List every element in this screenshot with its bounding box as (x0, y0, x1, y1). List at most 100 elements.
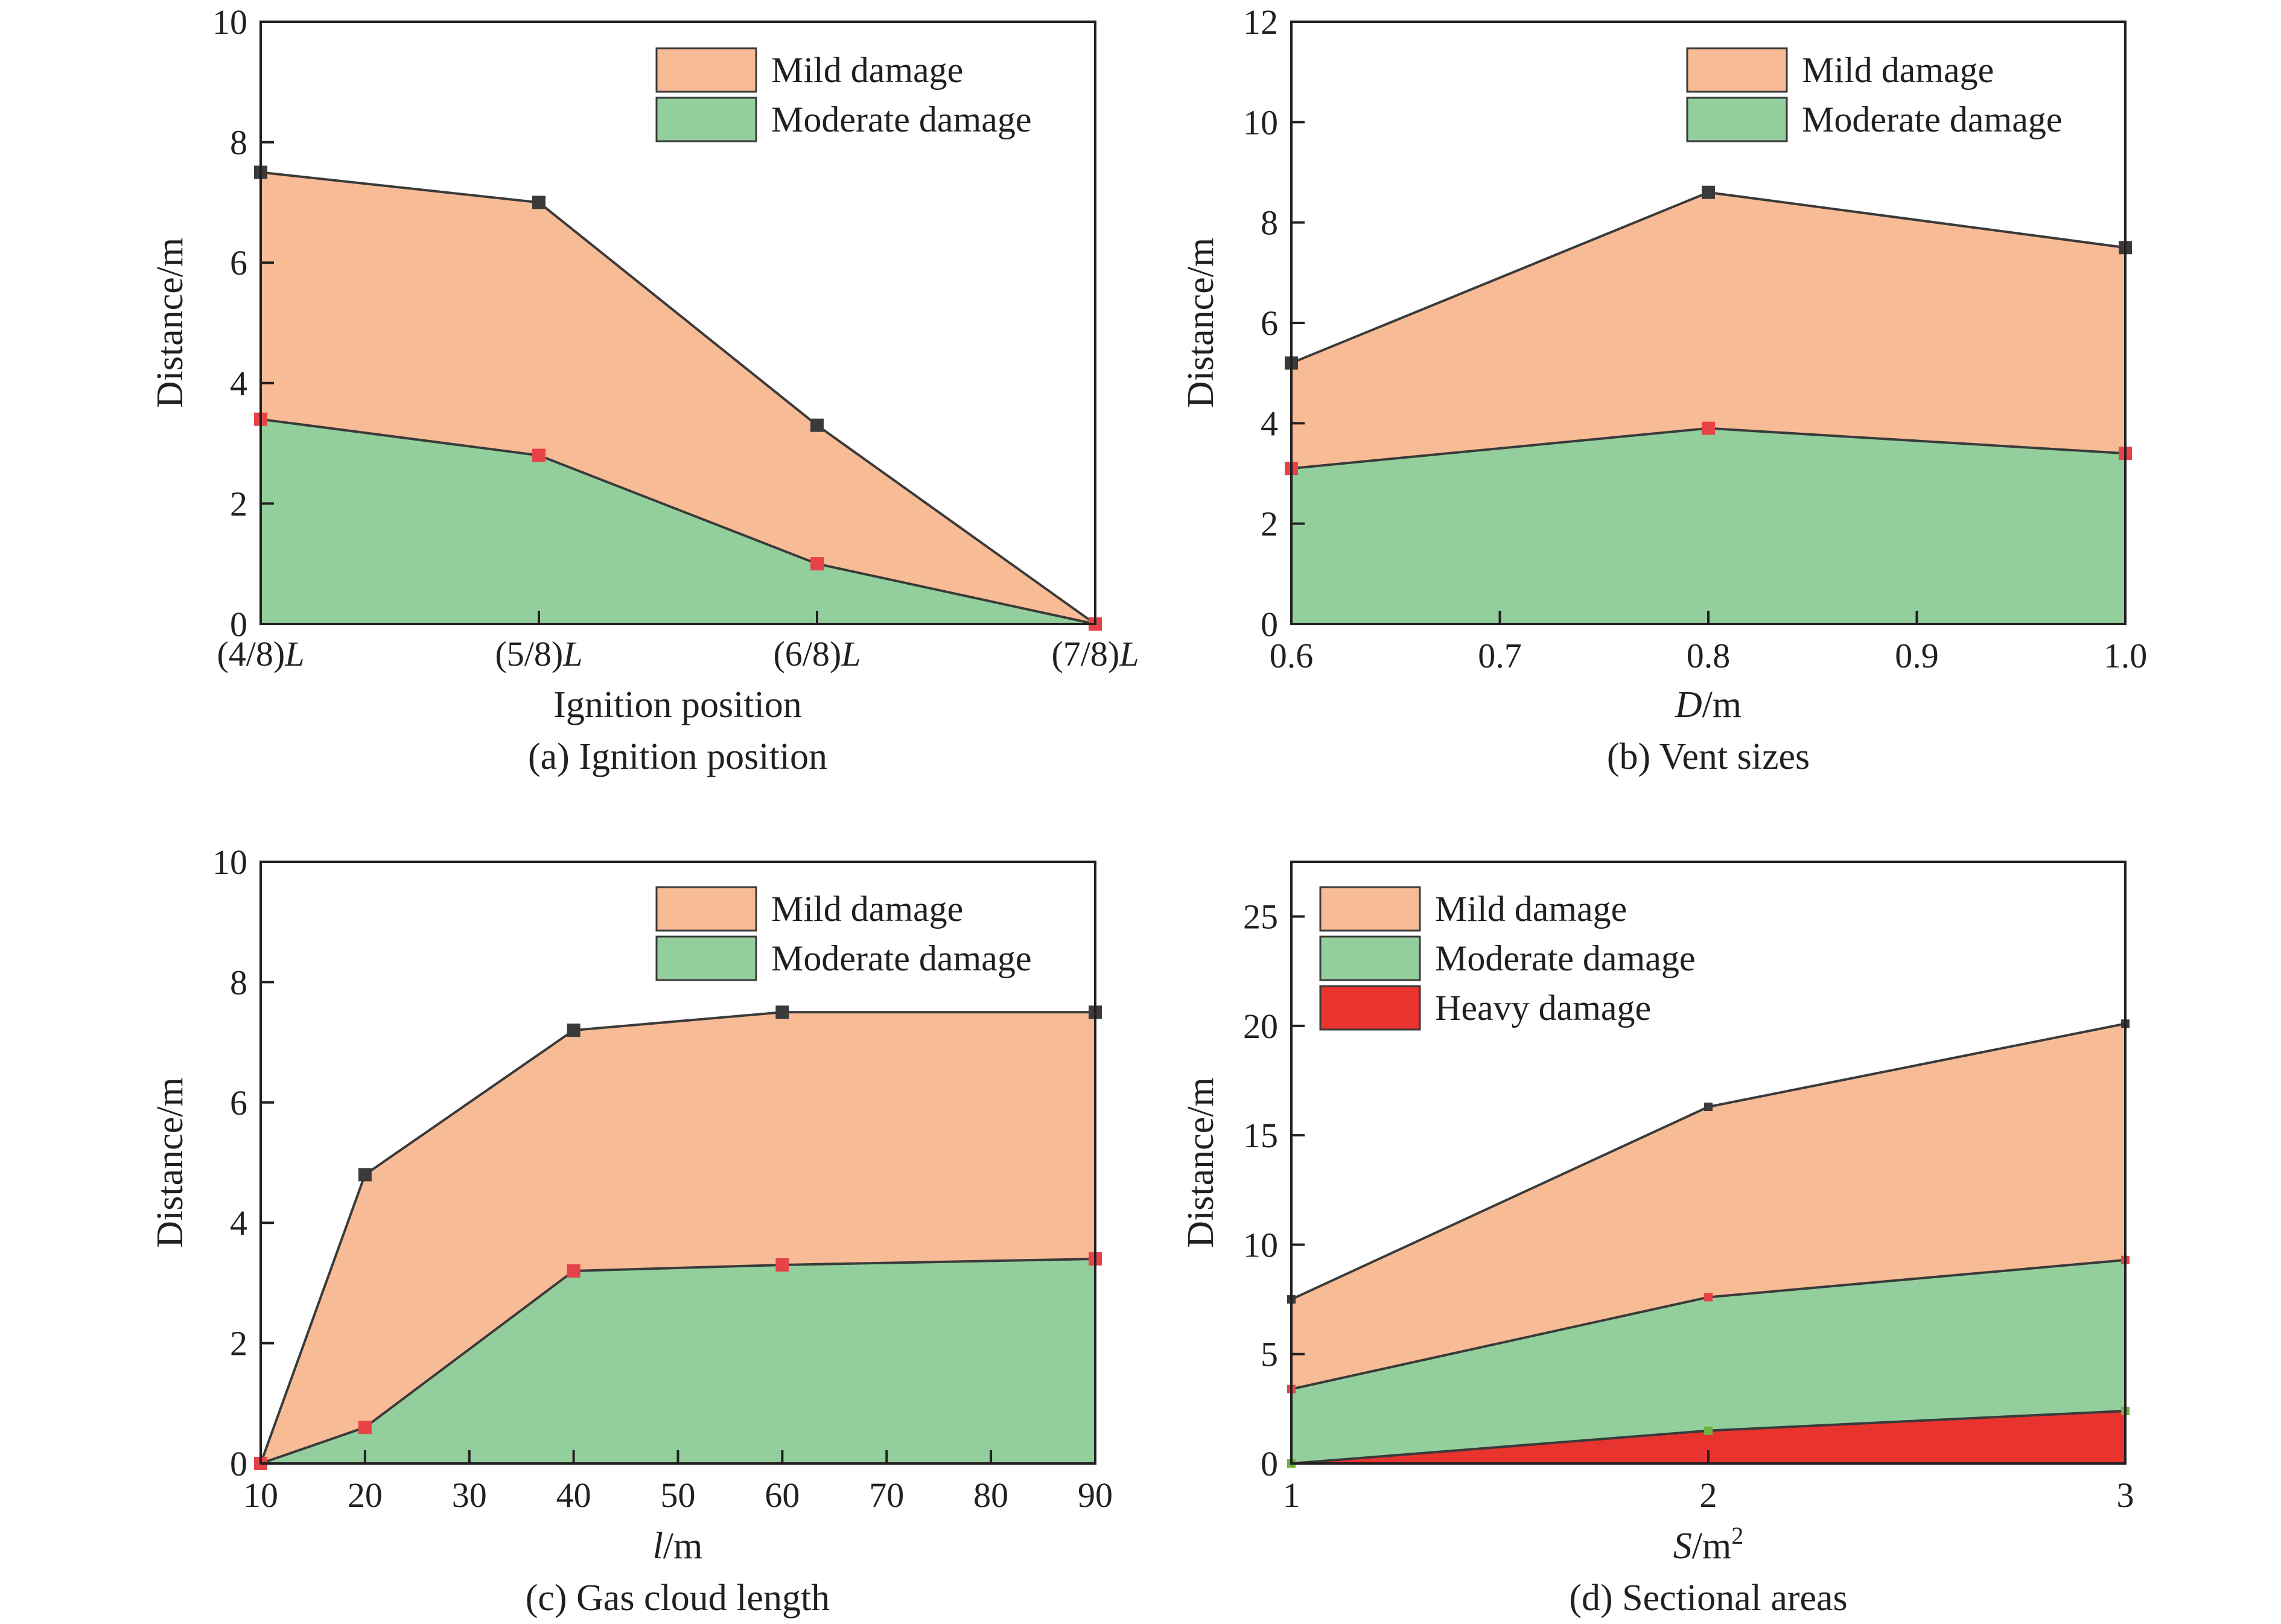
ytick-label-b: 12 (1243, 2, 1278, 42)
legend-label-moderate-a: Moderate damage (771, 100, 1031, 139)
xtick-label-c: 60 (765, 1476, 800, 1515)
xtick-label-b: 1.0 (2104, 636, 2148, 675)
ytick-label-b: 4 (1261, 404, 1278, 443)
ytick-label-d: 0 (1261, 1444, 1278, 1483)
caption-c: (c) Gas cloud length (526, 1578, 830, 1619)
legend-label-moderate-b: Moderate damage (1802, 100, 2062, 139)
line-moderate-a (260, 418, 1096, 625)
marker-mild-c-2 (567, 1024, 581, 1037)
chart-c: 0 2 4 6 8 10 10 20 30 40 50 60 70 80 90 Distance/m l/m (c… (150, 842, 1113, 1619)
legend-swatch-mild-d (1319, 886, 1421, 932)
ytick-label-a: 6 (230, 243, 247, 282)
ytick-label-c: 0 (230, 1444, 247, 1483)
marker-moderate-a-2 (810, 557, 824, 571)
legend-label-moderate-c: Moderate damage (771, 938, 1031, 978)
xtick-label-a: (4/8)L (217, 634, 304, 673)
ytick-label-a: 0 (230, 605, 247, 644)
area-moderate-a (261, 419, 1095, 624)
legend-swatch-moderate-d (1319, 935, 1421, 981)
xtick-label-c: 20 (348, 1476, 383, 1515)
marker-moderate-d-1 (1704, 1293, 1713, 1302)
ytick-label-a: 4 (230, 364, 247, 403)
marker-mild-b-1 (1702, 185, 1715, 199)
xtick-label-c: 90 (1078, 1476, 1113, 1515)
ytick-label-d: 5 (1261, 1335, 1278, 1374)
legend-swatch-moderate-c (655, 935, 757, 981)
legend-label-mild-b: Mild damage (1802, 50, 1994, 90)
xtick-label-d: 2 (1700, 1476, 1717, 1515)
xtick-label-b: 0.8 (1687, 636, 1731, 675)
marker-moderate-b-1 (1702, 421, 1715, 435)
caption-d: (d) Sectional areas (1569, 1578, 1847, 1619)
xtick-label-d: 3 (2117, 1476, 2134, 1515)
marker-moderate-c-1 (358, 1421, 372, 1435)
marker-mild-a-1 (532, 196, 546, 209)
ytick-label-c: 10 (212, 842, 247, 882)
line-mild-a (260, 171, 1096, 625)
legend-label-mild-a: Mild damage (771, 50, 963, 90)
marker-mild-c-3 (775, 1005, 789, 1019)
ytick-label-c: 6 (230, 1083, 247, 1122)
plot-frame-a (259, 21, 1096, 625)
legend-swatch-mild-b (1686, 47, 1788, 93)
area-heavy-d (1291, 1410, 2125, 1463)
area-moderate-c (261, 1259, 1095, 1463)
chart-b: 0 2 4 6 8 10 12 0.6 0.7 0.8 0.9 1.0 Distance/m D/m (b)… (1180, 2, 2147, 777)
legend-swatch-mild-a (655, 47, 757, 93)
xtick-label-c: 80 (973, 1476, 1008, 1515)
ylabel-c: Distance/m (150, 1077, 191, 1247)
legend-swatch-heavy-d (1319, 985, 1421, 1031)
ytick-label-d: 25 (1243, 897, 1278, 937)
legend-label-mild-c: Mild damage (771, 889, 963, 929)
marker-mild-d-1 (1704, 1103, 1713, 1112)
xtick-label-a: (5/8)L (495, 634, 582, 673)
ytick-label-d: 10 (1243, 1225, 1278, 1264)
xtick-label-b: 0.7 (1478, 636, 1522, 675)
ytick-label-b: 8 (1261, 203, 1278, 243)
ytick-label-c: 2 (230, 1324, 247, 1363)
chart-d: 0 5 10 15 20 25 1 2 3 Distance/m S/m2 (d) Sectional… (1180, 861, 2134, 1619)
xlabel-d: S/m2 (1673, 1522, 1743, 1567)
ytick-label-a: 2 (230, 484, 247, 523)
caption-b: (b) Vent sizes (1607, 736, 1810, 777)
xtick-label-b: 0.6 (1270, 636, 1314, 675)
marker-moderate-c-2 (567, 1264, 581, 1278)
ylabel-b: Distance/m (1180, 238, 1221, 408)
xtick-label-c: 50 (661, 1476, 696, 1515)
legend-label-heavy-d: Heavy damage (1435, 988, 1651, 1028)
legend-label-mild-d: Mild damage (1435, 889, 1627, 929)
ylabel-d: Distance/m (1180, 1077, 1221, 1247)
area-moderate-d (1291, 1259, 2125, 1463)
legend-swatch-moderate-b (1686, 97, 1788, 142)
xtick-label-d: 1 (1283, 1476, 1300, 1515)
xtick-label-c: 70 (869, 1476, 904, 1515)
area-moderate-b (1291, 428, 2125, 624)
xlabel-c: l/m (653, 1526, 703, 1567)
xtick-label-b: 0.9 (1895, 636, 1939, 675)
xtick-label-a: (7/8)L (1051, 634, 1139, 673)
xlabel-a: Ignition position (553, 684, 802, 725)
xtick-label-a: (6/8)L (773, 634, 861, 673)
ytick-label-b: 6 (1261, 304, 1278, 343)
marker-mild-c-1 (358, 1168, 372, 1182)
ytick-label-b: 2 (1261, 505, 1278, 544)
xlabel-b: D/m (1675, 684, 1742, 725)
xtick-label-c: 30 (452, 1476, 487, 1515)
legend-swatch-moderate-a (655, 97, 757, 142)
xtick-label-c: 10 (243, 1476, 278, 1515)
chart-a: 0 2 4 6 8 10 (4/8)L (5/8)L (6/8)L (7/8)L Distance/… (150, 2, 1139, 777)
legend-label-moderate-d: Moderate damage (1435, 938, 1695, 978)
ytick-label-b: 0 (1261, 605, 1278, 644)
xtick-label-c: 40 (556, 1476, 591, 1515)
marker-moderate-a-1 (532, 448, 546, 462)
ytick-label-a: 8 (230, 123, 247, 162)
ytick-label-d: 15 (1243, 1116, 1278, 1155)
marker-moderate-c-3 (775, 1258, 789, 1272)
marker-heavy-d-1 (1704, 1426, 1713, 1435)
ylabel-a: Distance/m (150, 238, 191, 408)
caption-a: (a) Ignition position (528, 736, 827, 777)
ytick-label-d: 20 (1243, 1007, 1278, 1046)
ytick-label-c: 4 (230, 1203, 247, 1243)
legend-swatch-mild-c (655, 886, 757, 932)
